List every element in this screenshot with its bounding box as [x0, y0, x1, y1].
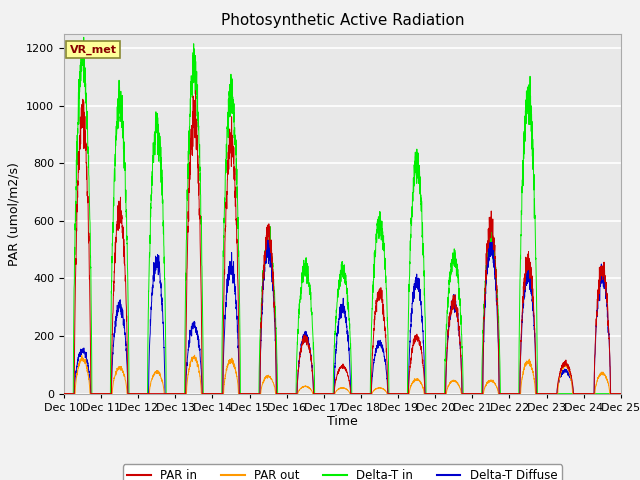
Text: VR_met: VR_met	[70, 44, 116, 55]
Title: Photosynthetic Active Radiation: Photosynthetic Active Radiation	[221, 13, 464, 28]
X-axis label: Time: Time	[327, 415, 358, 429]
Y-axis label: PAR (umol/m2/s): PAR (umol/m2/s)	[8, 162, 20, 265]
Legend: PAR in, PAR out, Delta-T in, Delta-T Diffuse: PAR in, PAR out, Delta-T in, Delta-T Dif…	[123, 464, 562, 480]
